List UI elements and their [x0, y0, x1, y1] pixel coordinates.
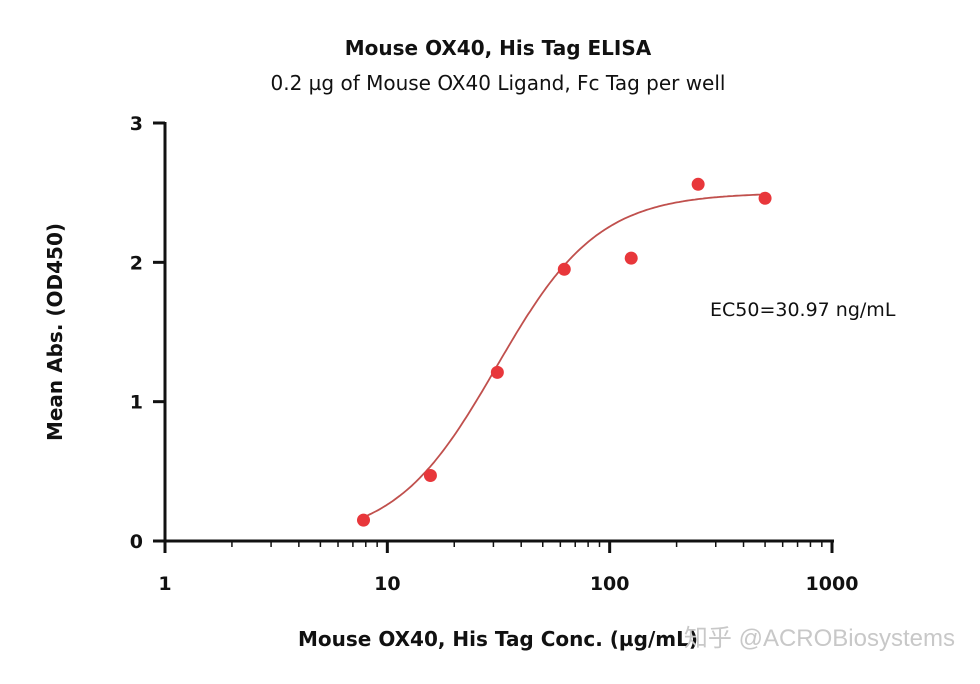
chart-subtitle: 0.2 µg of Mouse OX40 Ligand, Fc Tag per …: [271, 71, 726, 95]
fit-curve: [363, 193, 766, 519]
data-point: [691, 177, 705, 191]
x-tick-label: 10: [374, 573, 400, 595]
data-point: [758, 191, 772, 205]
y-tick-label: 3: [130, 113, 143, 135]
chart-title: Mouse OX40, His Tag ELISA: [345, 36, 652, 60]
x-tick-label: 100: [590, 573, 630, 595]
data-point: [356, 513, 370, 527]
data-point: [423, 469, 437, 483]
data-point: [557, 262, 571, 276]
data-point: [490, 365, 504, 379]
x-tick-label: 1000: [806, 573, 859, 595]
x-axis-label: Mouse OX40, His Tag Conc. (µg/mL): [298, 627, 698, 651]
y-tick-label: 1: [130, 392, 143, 414]
watermark: 知乎 @ACROBiosystems: [684, 625, 955, 652]
y-axis-label: Mean Abs. (OD450): [43, 223, 67, 441]
y-tick-label: 2: [130, 252, 143, 274]
x-tick-label: 1: [158, 573, 171, 595]
ec50-annotation: EC50=30.97 ng/mL: [710, 299, 896, 321]
data-point: [624, 251, 638, 265]
y-tick-label: 0: [130, 531, 143, 553]
data-points: [356, 177, 772, 527]
